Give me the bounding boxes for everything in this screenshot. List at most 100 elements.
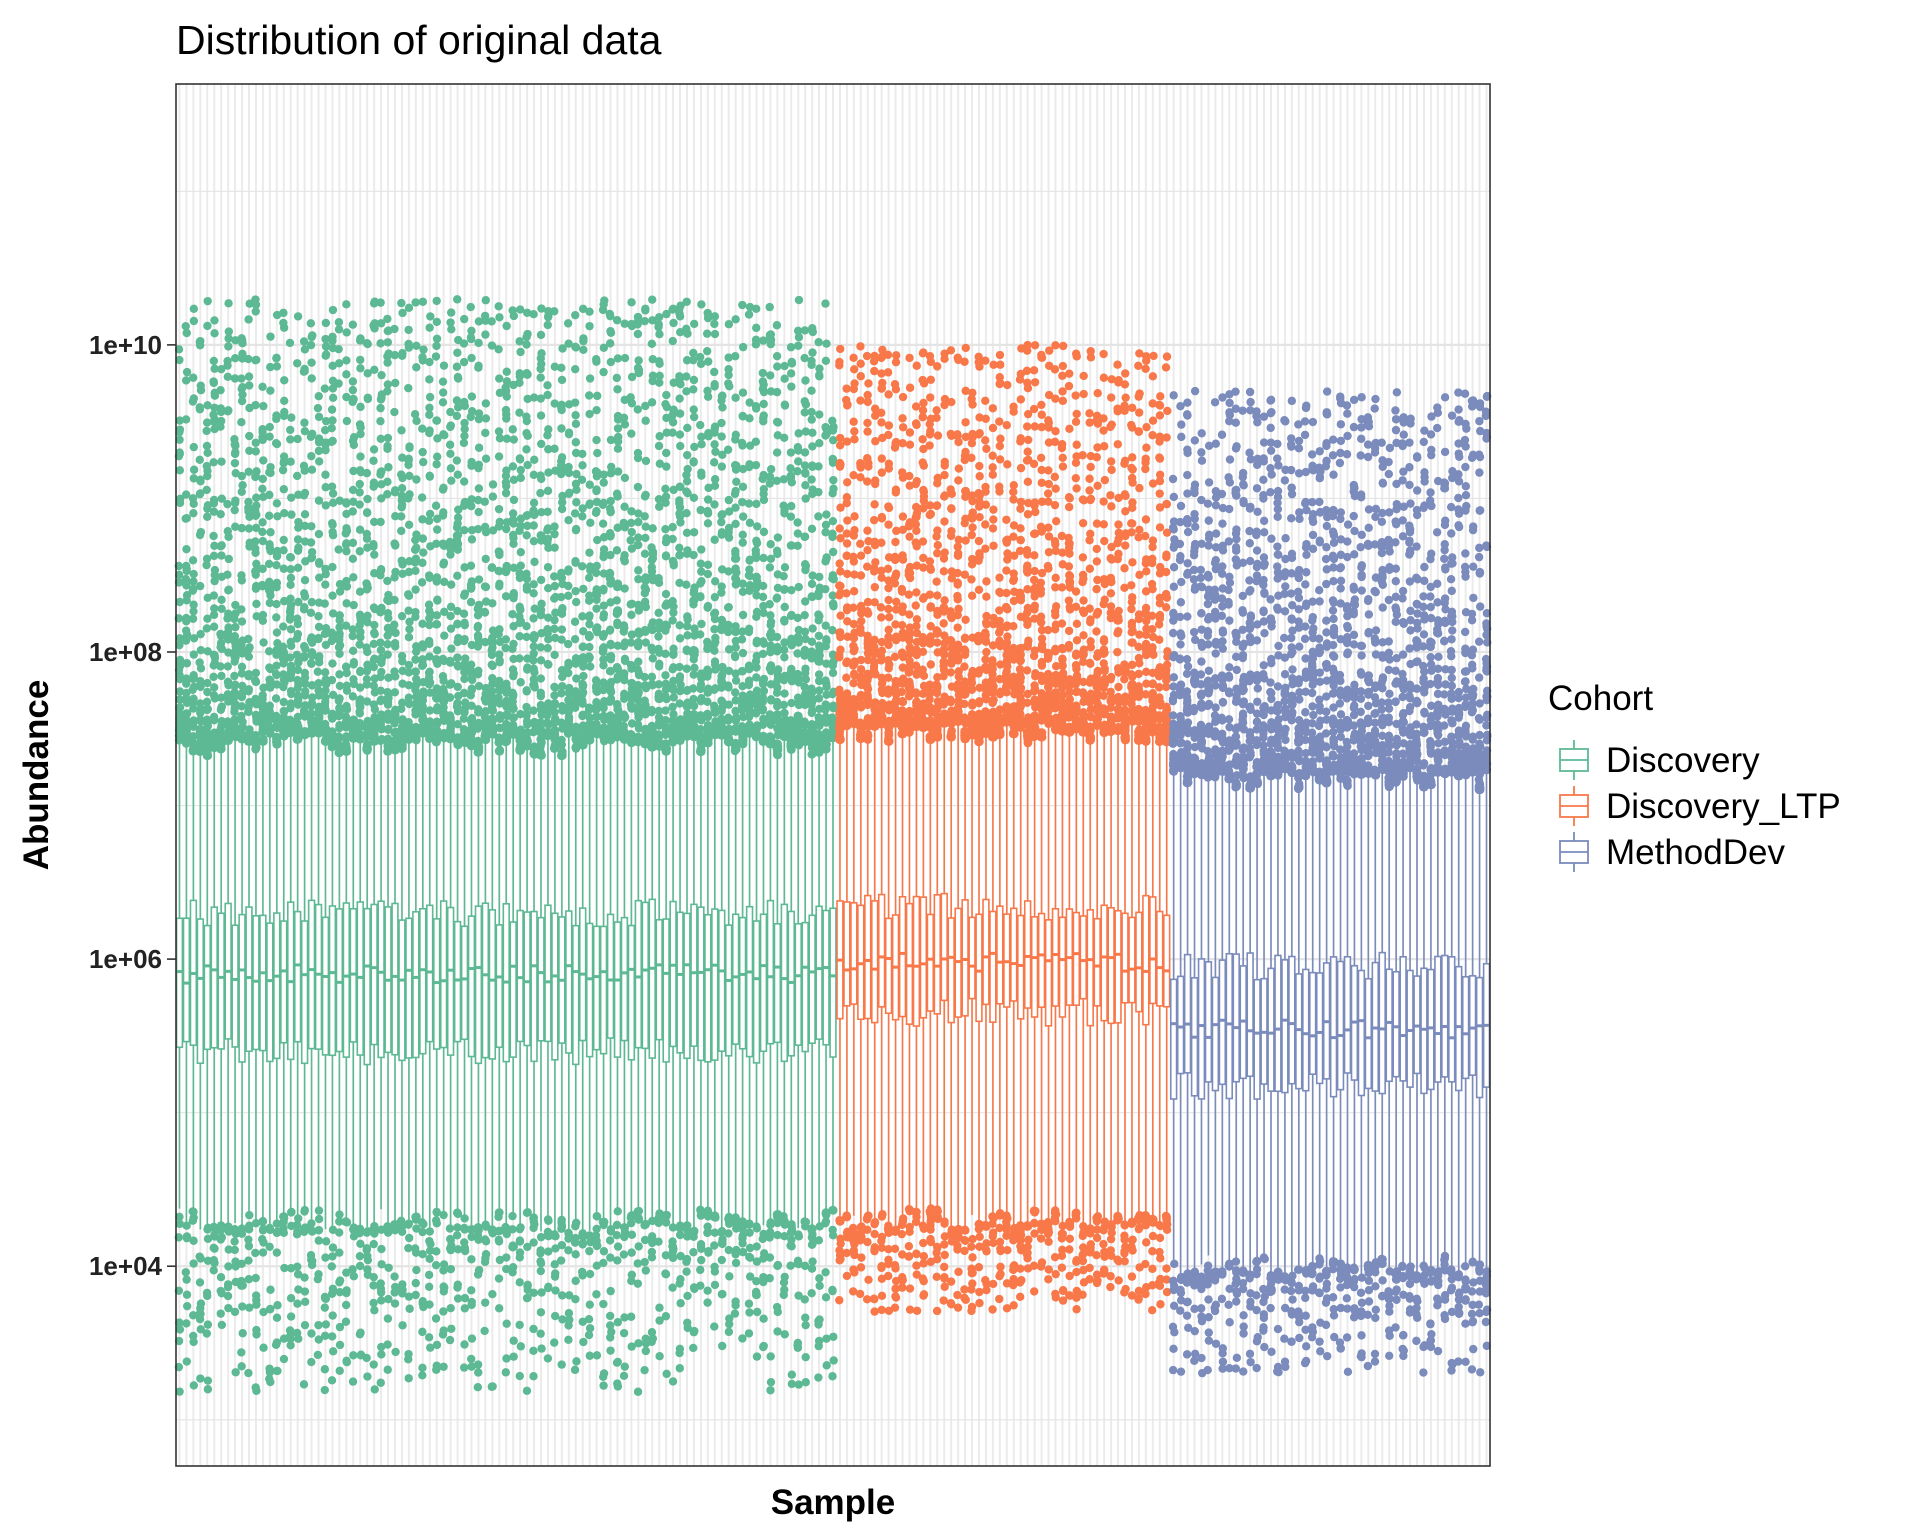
outlier-point [480, 607, 489, 617]
outlier-point [523, 431, 532, 441]
outlier-point [697, 440, 706, 449]
outlier-point [445, 440, 455, 449]
outlier-point [626, 1218, 636, 1228]
outlier-point [467, 501, 476, 511]
outlier-point [278, 642, 288, 651]
outlier-point [314, 496, 324, 505]
outlier-point [654, 608, 663, 618]
outlier-point [620, 623, 629, 632]
outlier-point [466, 1225, 476, 1234]
outlier-point [405, 1304, 414, 1313]
outlier-point [579, 584, 588, 594]
outlier-point [321, 1320, 331, 1329]
outlier-point [530, 455, 539, 464]
outlier-point [279, 1214, 289, 1223]
outlier-point [285, 612, 295, 622]
outlier-point [703, 519, 713, 528]
outlier-point [592, 435, 601, 445]
outlier-point [258, 610, 268, 620]
outlier-point [473, 1360, 483, 1369]
outlier-point [502, 367, 511, 376]
outlier-point [433, 452, 442, 461]
outlier-point [209, 650, 219, 660]
outlier-point [181, 490, 191, 499]
box [711, 908, 719, 1061]
outlier-point [238, 1329, 247, 1338]
box [314, 903, 323, 1050]
outlier-point [328, 305, 338, 315]
outlier-point [536, 330, 546, 340]
outlier-point [564, 581, 573, 591]
outlier-point [529, 1238, 538, 1247]
outlier-point [640, 1257, 649, 1267]
outlier-point [383, 576, 392, 586]
outlier-point [509, 1336, 518, 1345]
outlier-point [585, 548, 594, 557]
outlier-point [271, 711, 281, 721]
outlier-point [196, 646, 206, 655]
outlier-point [279, 712, 288, 722]
outlier-point [245, 1303, 254, 1312]
outlier-point [558, 498, 567, 507]
outlier-point [654, 441, 664, 451]
outlier-point [369, 445, 379, 454]
outlier-point [654, 320, 663, 329]
box [585, 922, 594, 1058]
outlier-point [654, 1218, 663, 1228]
outlier-point [480, 1326, 489, 1336]
outlier-point [252, 599, 261, 609]
outlier-point [279, 1228, 289, 1238]
outlier-point [320, 1303, 330, 1312]
outlier-point [189, 600, 198, 609]
outlier-point [557, 461, 566, 470]
outlier-point [342, 1218, 352, 1227]
outlier-point [258, 702, 267, 711]
outlier-point [439, 361, 449, 370]
outlier-point [224, 648, 233, 657]
outlier-point [557, 403, 566, 412]
outlier-point [606, 1346, 615, 1355]
outlier-point [481, 296, 490, 305]
outlier-point [307, 702, 316, 711]
outlier-point [196, 1299, 206, 1308]
outlier-point [376, 1378, 385, 1387]
outlier-point [619, 1250, 629, 1259]
outlier-point [308, 1256, 317, 1266]
outlier-point [265, 598, 275, 608]
outlier-point [412, 475, 421, 484]
outlier-point [445, 656, 455, 666]
outlier-point [217, 1223, 226, 1232]
outlier-point [174, 570, 184, 580]
outlier-point [647, 1247, 657, 1257]
outlier-point [516, 473, 525, 483]
outlier-point [425, 375, 434, 384]
box [363, 907, 371, 1066]
outlier-point [383, 1340, 392, 1349]
outlier-point [272, 720, 282, 729]
outlier-point [544, 425, 553, 434]
outlier-point [571, 410, 580, 420]
outlier-point [689, 1248, 698, 1257]
outlier-point [307, 1329, 316, 1338]
outlier-point [328, 591, 337, 600]
outlier-point [286, 553, 296, 562]
outlier-point [203, 512, 212, 521]
outlier-point [592, 720, 601, 729]
outlier-point [203, 730, 212, 739]
outlier-point [585, 1246, 594, 1256]
outlier-point [244, 315, 253, 324]
outlier-point [355, 500, 364, 509]
outlier-point [321, 351, 330, 360]
outlier-point [188, 586, 198, 595]
outlier-point [613, 1207, 622, 1216]
outlier-point [181, 514, 190, 523]
outlier-point [676, 518, 685, 527]
outlier-point [230, 1237, 239, 1246]
outlier-point [571, 419, 581, 429]
outlier-point [669, 693, 679, 702]
box [377, 900, 385, 1059]
outlier-point [446, 308, 456, 317]
outlier-point [314, 1320, 323, 1330]
outlier-point [571, 1276, 580, 1286]
outlier-point [306, 340, 316, 350]
